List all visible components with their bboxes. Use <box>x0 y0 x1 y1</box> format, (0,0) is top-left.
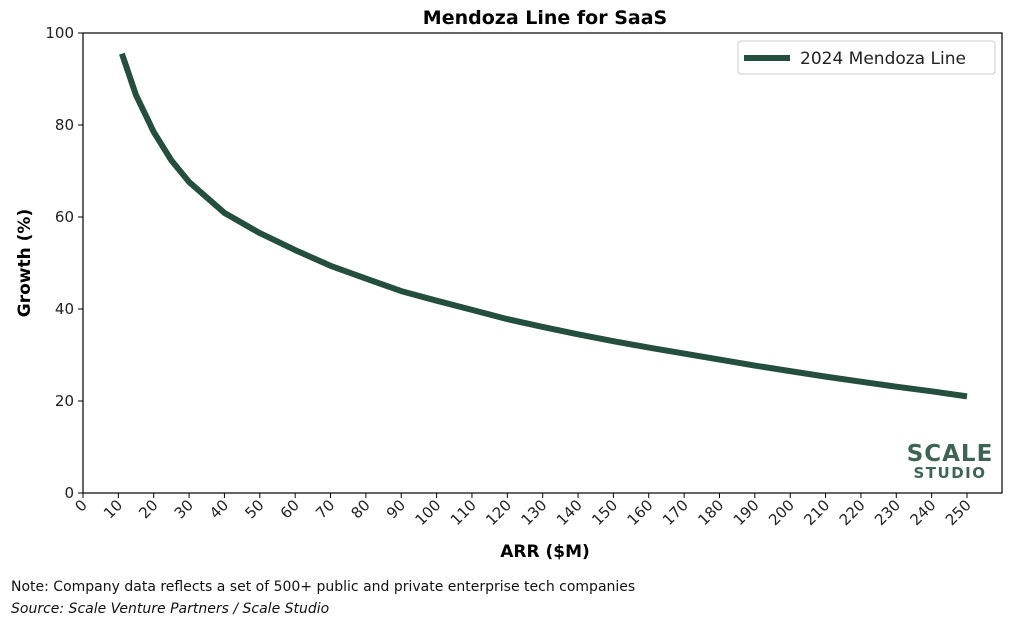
y-axis: 0 20 40 60 80 100 <box>45 24 83 502</box>
x-tick-label: 220 <box>836 496 869 529</box>
x-tick-label: 90 <box>383 496 409 522</box>
x-tick-label: 160 <box>624 496 657 529</box>
x-tick-label: 190 <box>730 496 763 529</box>
x-tick-label: 40 <box>206 496 232 522</box>
x-tick-label: 50 <box>241 496 267 522</box>
footnote: Note: Company data reflects a set of 500… <box>11 579 636 595</box>
x-tick-label: 10 <box>100 496 126 522</box>
chart-canvas: Mendoza Line for SaaS 0 10 20 30 40 50 60 70 80 9… <box>15 7 1003 562</box>
x-tick-label: 180 <box>694 496 727 529</box>
chart-title: Mendoza Line for SaaS <box>423 7 667 29</box>
x-tick-label: 210 <box>800 496 833 529</box>
x-axis-label: ARR ($M) <box>500 542 590 562</box>
x-tick-label: 70 <box>312 496 338 522</box>
x-tick-label: 150 <box>588 496 621 529</box>
y-axis-label: Growth (%) <box>15 209 35 317</box>
legend-label: 2024 Mendoza Line <box>800 49 966 69</box>
y-tick-label: 20 <box>55 392 74 410</box>
x-tick-label: 30 <box>171 496 197 522</box>
x-tick-label: 240 <box>906 496 939 529</box>
y-tick-label: 0 <box>64 484 74 502</box>
x-tick-label: 20 <box>135 496 161 522</box>
logo-main-text: SCALE <box>907 441 994 467</box>
x-tick-label: 80 <box>347 496 373 522</box>
x-tick-label: 130 <box>518 496 551 529</box>
x-tick-label: 110 <box>447 496 480 529</box>
x-tick-label: 250 <box>942 496 975 529</box>
chart: Mendoza Line for SaaS 0 10 20 30 40 50 60 70 80 9… <box>15 7 1003 562</box>
x-tick-label: 140 <box>553 496 586 529</box>
y-tick-label: 80 <box>55 116 74 134</box>
legend: 2024 Mendoza Line <box>737 40 996 75</box>
legend-box <box>737 40 996 75</box>
x-tick-label: 170 <box>659 496 692 529</box>
x-tick-label: 120 <box>482 496 515 529</box>
x-tick-label: 60 <box>277 496 303 522</box>
source-note: Source: Scale Venture Partners / Scale S… <box>11 601 330 617</box>
scale-studio-logo: SCALE STUDIO <box>907 441 994 482</box>
x-tick-label: 0 <box>71 496 90 515</box>
x-axis: 0 10 20 30 40 50 60 70 80 90 100 110 120 130 140 150 160… <box>71 493 975 529</box>
y-tick-label: 100 <box>45 24 74 42</box>
x-tick-label: 230 <box>871 496 904 529</box>
plot-area <box>82 32 1003 494</box>
series-line-0 <box>119 52 968 400</box>
y-tick-label: 60 <box>55 208 74 226</box>
y-tick-label: 40 <box>55 300 74 318</box>
series-layer <box>119 52 968 400</box>
x-tick-label: 200 <box>765 496 798 529</box>
x-tick-label: 100 <box>411 496 444 529</box>
logo-sub-text: STUDIO <box>914 464 987 482</box>
